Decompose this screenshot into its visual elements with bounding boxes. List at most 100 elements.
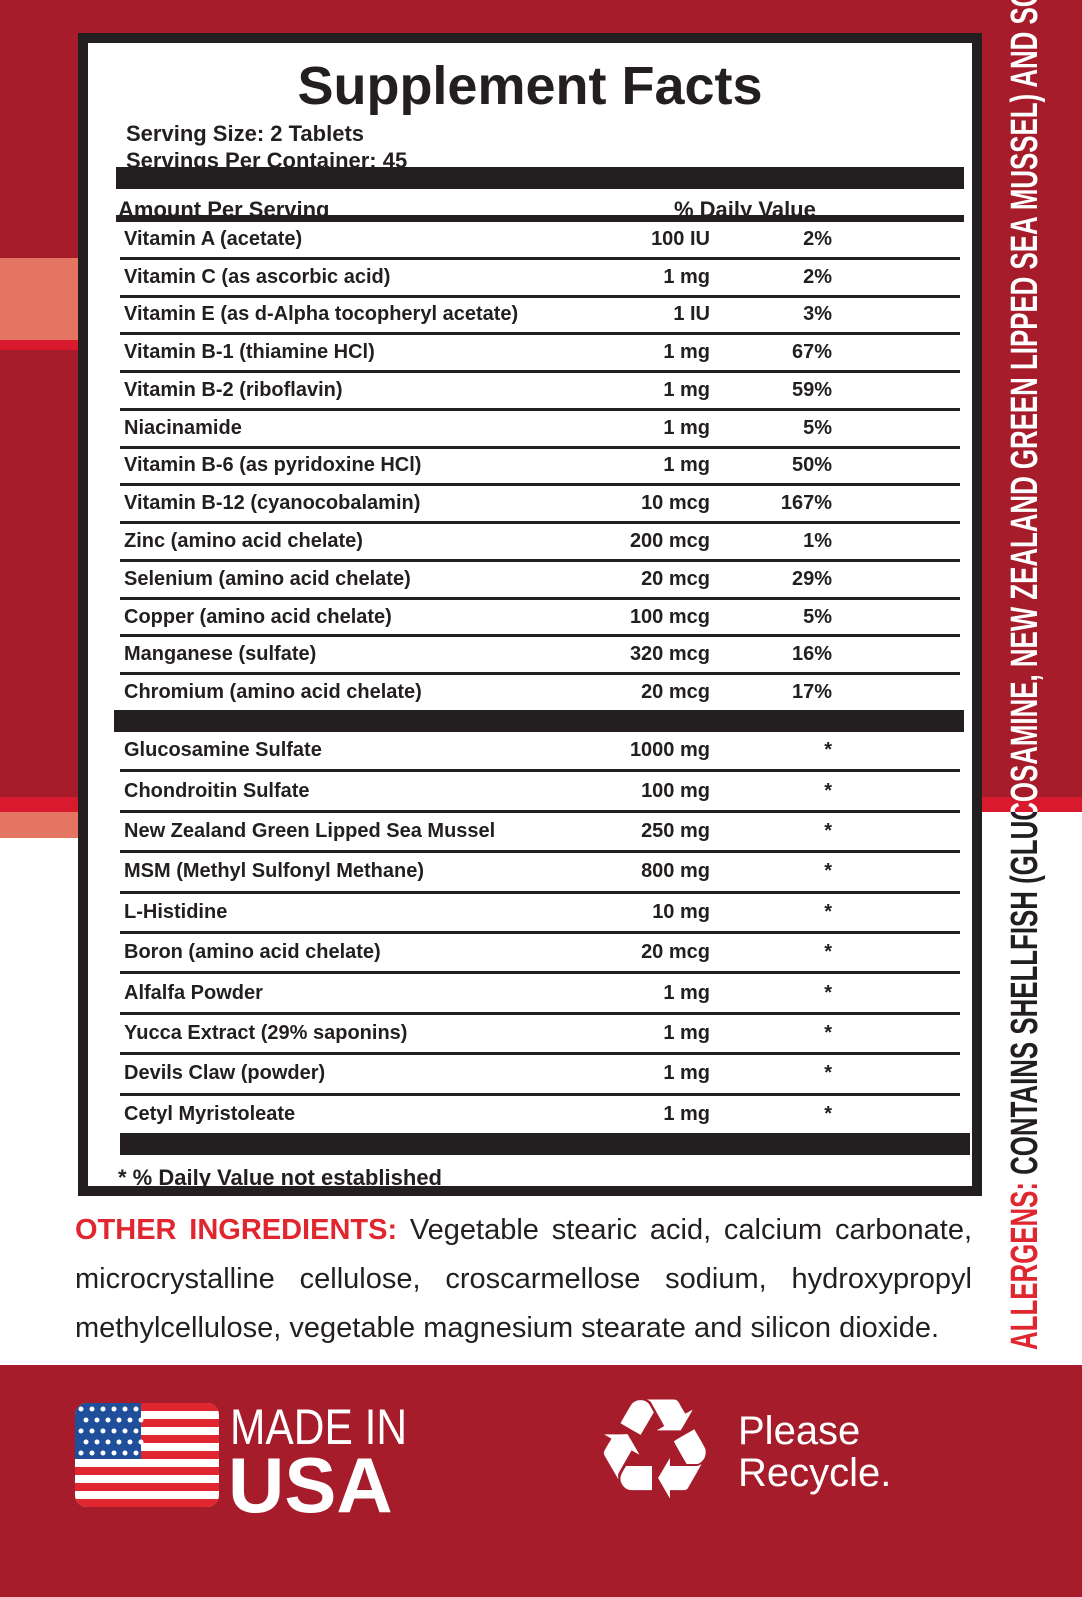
nutrient-name: Zinc (amino acid chelate) bbox=[124, 530, 363, 552]
flag-star bbox=[116, 1417, 122, 1423]
nutrient-name: Chondroitin Sulfate bbox=[124, 779, 310, 802]
flag-star bbox=[133, 1406, 139, 1412]
supplement-facts-panel: Supplement Facts Serving Size: 2 Tablets… bbox=[78, 33, 982, 1196]
nutrient-amount: 800 mg bbox=[641, 860, 710, 883]
nutrient-name: Vitamin B-1 (thiamine HCl) bbox=[124, 341, 375, 364]
flag-star bbox=[100, 1406, 106, 1412]
nutrient-row: Manganese (sulfate) 320 mcg 16% bbox=[120, 637, 960, 676]
allergens-text: CONTAINS SHELLFISH (GLUCOSAMINE, NEW ZEA… bbox=[1004, 0, 1046, 812]
flag-star bbox=[122, 1450, 128, 1456]
recycle-line-1: Please bbox=[738, 1409, 861, 1453]
flag-star bbox=[111, 1428, 117, 1434]
ingredient-rows: Glucosamine Sulfate 1000 mg * Chondroitin S… bbox=[120, 732, 960, 1133]
flag-star bbox=[138, 1439, 144, 1445]
nutrient-row: Vitamin A (acetate) 100 IU 2% bbox=[120, 222, 960, 260]
nutrient-daily-value: * bbox=[824, 820, 832, 843]
nutrient-amount: 200 mcg bbox=[629, 530, 710, 552]
nutrient-amount: 1 mg bbox=[663, 416, 710, 439]
serving-size: Serving Size: 2 Tablets bbox=[126, 121, 365, 146]
nutrient-amount: 10 mcg bbox=[641, 492, 710, 515]
nutrient-row: Chromium (amino acid chelate) 20 mcg 17% bbox=[120, 675, 960, 710]
thick-divider bbox=[116, 167, 964, 189]
nutrient-amount: 20 mcg bbox=[641, 941, 710, 964]
allergens-text: CONTAINS SHELLFISH (GLUCOSAMINE, NEW ZEA… bbox=[1004, 812, 1046, 1175]
nutrient-amount: 1 mg bbox=[663, 454, 710, 477]
flag-star bbox=[127, 1417, 133, 1423]
nutrient-amount: 250 mg bbox=[641, 820, 710, 843]
nutrient-name: Vitamin C (as ascorbic acid) bbox=[124, 265, 391, 288]
flag-star bbox=[94, 1439, 100, 1445]
flag-star bbox=[133, 1450, 139, 1456]
nutrient-daily-value: * bbox=[824, 900, 832, 923]
please-recycle-text: Please Recycle. bbox=[738, 1410, 891, 1494]
nutrient-daily-value: 67% bbox=[791, 341, 832, 364]
nutrient-daily-value: * bbox=[824, 941, 832, 964]
nutrient-daily-value: * bbox=[824, 1102, 832, 1125]
nutrient-daily-value: 1% bbox=[803, 530, 832, 552]
flag-star bbox=[78, 1428, 84, 1434]
nutrient-amount: 1 mg bbox=[663, 378, 710, 401]
flag-stripe bbox=[75, 1451, 219, 1459]
nutrient-name: Vitamin E (as d-Alpha tocopheryl acetate… bbox=[124, 303, 519, 326]
flag-star bbox=[89, 1450, 95, 1456]
nutrient-daily-value: 5% bbox=[803, 605, 832, 628]
nutrient-daily-value: 29% bbox=[791, 567, 832, 590]
flag-star bbox=[78, 1450, 84, 1456]
nutrient-name: Niacinamide bbox=[124, 416, 242, 439]
nutrient-amount: 20 mcg bbox=[641, 567, 710, 590]
flag-star bbox=[127, 1439, 133, 1445]
nutrient-name: Selenium (amino acid chelate) bbox=[124, 567, 411, 590]
nutrient-daily-value: 5% bbox=[803, 416, 832, 439]
nutrient-amount: 1 mg bbox=[663, 1102, 710, 1125]
flag-star bbox=[78, 1406, 84, 1412]
nutrient-row: Vitamin B-12 (cyanocobalamin) 10 mcg 167% bbox=[120, 486, 960, 525]
other-ingredients: OTHER INGREDIENTS: Vegetable stearic aci… bbox=[75, 1206, 972, 1353]
flag-stripe bbox=[75, 1483, 219, 1491]
nutrient-row: Cetyl Myristoleate 1 mg * bbox=[120, 1096, 960, 1133]
nutrient-name: Vitamin B-6 (as pyridoxine HCl) bbox=[124, 454, 422, 477]
nutrient-daily-value: 2% bbox=[803, 265, 832, 288]
nutrient-daily-value: * bbox=[824, 860, 832, 883]
flag-star bbox=[83, 1439, 89, 1445]
nutrient-row: Vitamin B-6 (as pyridoxine HCl) 1 mg 50% bbox=[120, 449, 960, 487]
nutrient-amount: 1000 mg bbox=[629, 739, 710, 762]
nutrient-daily-value: 167% bbox=[780, 492, 832, 515]
nutrient-row: Devils Claw (powder) 1 mg * bbox=[120, 1055, 960, 1096]
nutrient-row: MSM (Methyl Sulfonyl Methane) 800 mg * bbox=[120, 853, 960, 894]
recycle-line-2: Recycle. bbox=[738, 1451, 892, 1495]
us-flag-icon bbox=[75, 1403, 219, 1507]
flag-star bbox=[133, 1428, 139, 1434]
flag-star bbox=[105, 1439, 111, 1445]
nutrient-row: Selenium (amino acid chelate) 20 mcg 29% bbox=[120, 562, 960, 600]
flag-star bbox=[111, 1450, 117, 1456]
nutrient-row: Vitamin C (as ascorbic acid) 1 mg 2% bbox=[120, 260, 960, 298]
thick-divider bbox=[120, 1133, 970, 1155]
flag-star bbox=[116, 1439, 122, 1445]
nutrient-name: Vitamin A (acetate) bbox=[124, 227, 303, 250]
flag-star bbox=[138, 1417, 144, 1423]
flag-star bbox=[111, 1406, 117, 1412]
nutrient-amount: 1 mg bbox=[663, 1022, 710, 1045]
nutrient-daily-value: * bbox=[824, 1062, 832, 1085]
nutrient-name: New Zealand Green Lipped Sea Mussel bbox=[124, 820, 496, 843]
flag-stripe bbox=[75, 1467, 219, 1475]
nutrient-amount: 1 mg bbox=[663, 981, 710, 1004]
nutrient-daily-value: * bbox=[824, 779, 832, 802]
nutrient-daily-value: 2% bbox=[803, 227, 832, 250]
nutrient-amount: 1 mg bbox=[663, 1062, 710, 1085]
decorative-stripe bbox=[0, 258, 80, 340]
nutrient-row: Vitamin B-2 (riboflavin) 1 mg 59% bbox=[120, 373, 960, 411]
nutrient-daily-value: * bbox=[824, 981, 832, 1004]
nutrient-name: Glucosamine Sulfate bbox=[124, 739, 322, 762]
flag-star bbox=[94, 1417, 100, 1423]
flag-star bbox=[122, 1428, 128, 1434]
nutrient-row: Zinc (amino acid chelate) 200 mcg 1% bbox=[120, 524, 960, 562]
nutrient-amount: 100 mcg bbox=[629, 605, 710, 628]
nutrient-row: Boron (amino acid chelate) 20 mcg * bbox=[120, 934, 960, 975]
nutrient-daily-value: 17% bbox=[791, 681, 832, 704]
flag-star bbox=[83, 1417, 89, 1423]
allergens-label: ALLERGENS: bbox=[1004, 1182, 1046, 1350]
nutrient-amount: 20 mcg bbox=[641, 681, 710, 704]
thick-divider bbox=[114, 710, 964, 732]
flag-star bbox=[100, 1428, 106, 1434]
